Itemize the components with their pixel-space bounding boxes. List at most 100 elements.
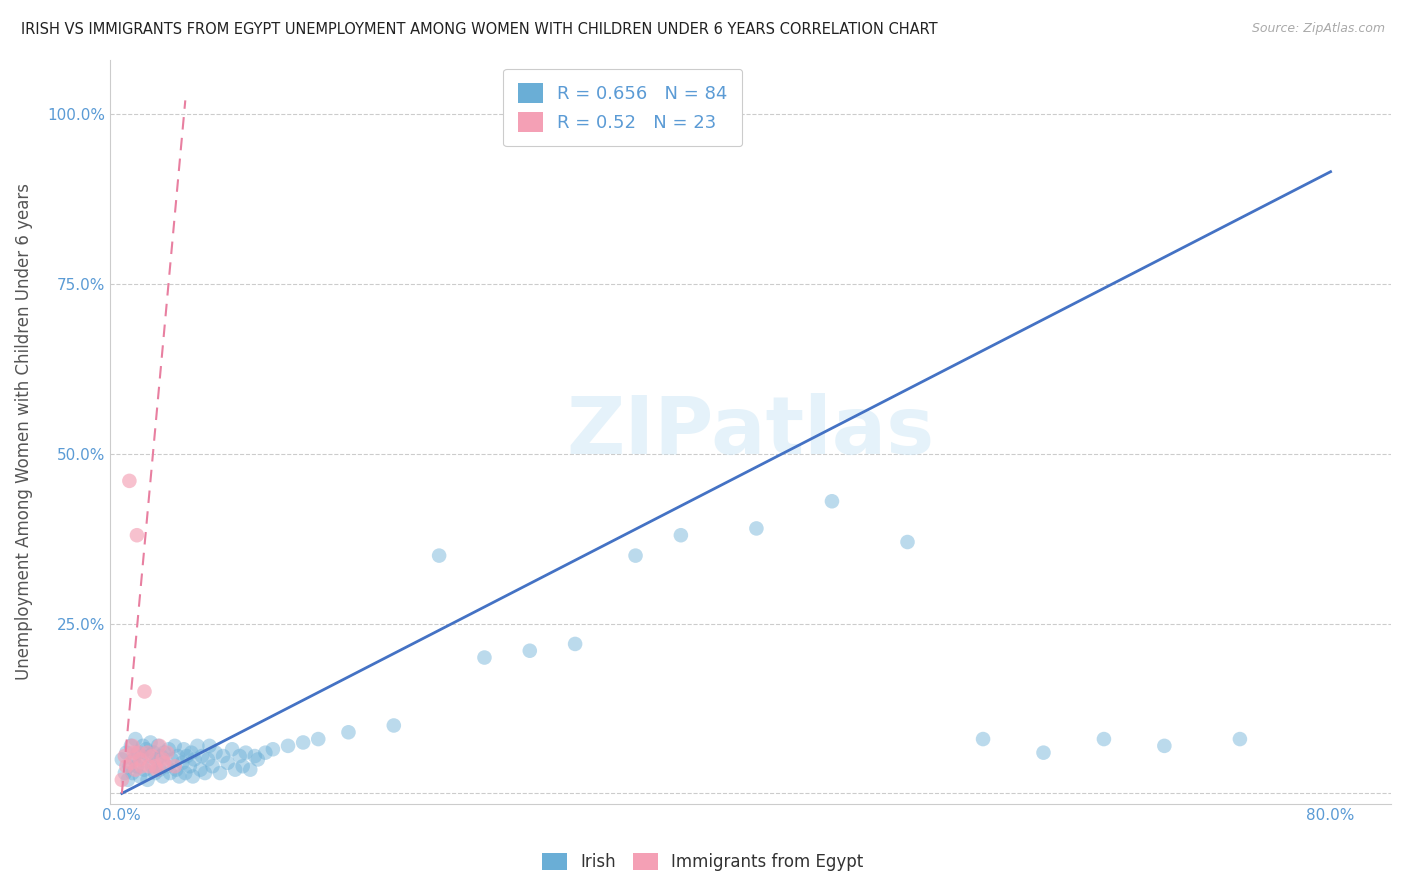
Point: [115, 746, 138, 760]
Legend: Irish, Immigrants from Egypt: Irish, Immigrants from Egypt: [534, 845, 872, 880]
Point: [217, 756, 239, 770]
Point: [163, 739, 186, 753]
Point: [120, 756, 142, 770]
Point: [896, 535, 918, 549]
Y-axis label: Unemployment Among Women with Children Under 6 years: Unemployment Among Women with Children U…: [15, 183, 32, 680]
Point: [194, 766, 217, 780]
Point: [624, 549, 647, 563]
Point: [134, 684, 156, 698]
Point: [239, 763, 262, 777]
Point: [183, 752, 205, 766]
Point: [146, 739, 169, 753]
Point: [1092, 732, 1115, 747]
Point: [564, 637, 586, 651]
Point: [138, 749, 160, 764]
Point: [292, 735, 315, 749]
Point: [198, 739, 221, 753]
Point: [382, 718, 405, 732]
Point: [166, 749, 188, 764]
Point: [262, 742, 284, 756]
Point: [669, 528, 692, 542]
Point: [201, 759, 224, 773]
Point: [243, 749, 266, 764]
Point: [134, 763, 156, 777]
Point: [131, 749, 153, 764]
Point: [1032, 746, 1054, 760]
Point: [224, 763, 246, 777]
Point: [153, 746, 176, 760]
Point: [254, 746, 277, 760]
Point: [172, 756, 194, 770]
Point: [246, 752, 269, 766]
Point: [118, 474, 141, 488]
Point: [1229, 732, 1251, 747]
Point: [176, 749, 198, 764]
Point: [111, 772, 134, 787]
Point: [149, 763, 172, 777]
Point: [180, 746, 202, 760]
Point: [1153, 739, 1175, 753]
Point: [191, 749, 214, 764]
Point: [152, 769, 174, 783]
Point: [142, 746, 165, 760]
Point: [143, 759, 166, 773]
Point: [139, 735, 162, 749]
Point: [149, 739, 172, 753]
Point: [121, 739, 143, 753]
Point: [129, 752, 152, 766]
Point: [745, 521, 768, 535]
Point: [114, 766, 136, 780]
Point: [124, 732, 146, 747]
Point: [221, 742, 243, 756]
Point: [174, 766, 197, 780]
Point: [197, 752, 219, 766]
Point: [228, 749, 250, 764]
Point: [145, 763, 167, 777]
Point: [153, 756, 176, 770]
Legend: R = 0.656   N = 84, R = 0.52   N = 23: R = 0.656 N = 84, R = 0.52 N = 23: [503, 69, 742, 146]
Point: [120, 739, 142, 753]
Point: [145, 752, 167, 766]
Point: [972, 732, 994, 747]
Point: [127, 746, 149, 760]
Point: [156, 759, 179, 773]
Point: [235, 746, 257, 760]
Point: [212, 749, 235, 764]
Point: [129, 769, 152, 783]
Point: [156, 746, 179, 760]
Point: [114, 749, 136, 764]
Point: [136, 772, 159, 787]
Point: [337, 725, 360, 739]
Point: [118, 759, 141, 773]
Point: [131, 759, 153, 773]
Point: [141, 759, 163, 773]
Point: [232, 759, 254, 773]
Point: [111, 752, 134, 766]
Point: [204, 746, 226, 760]
Point: [152, 752, 174, 766]
Point: [519, 644, 541, 658]
Point: [127, 746, 149, 760]
Point: [136, 746, 159, 760]
Point: [821, 494, 844, 508]
Point: [163, 759, 186, 773]
Point: [125, 759, 148, 773]
Point: [121, 766, 143, 780]
Point: [159, 766, 181, 780]
Text: Source: ZipAtlas.com: Source: ZipAtlas.com: [1251, 22, 1385, 36]
Point: [132, 739, 155, 753]
Point: [307, 732, 329, 747]
Point: [135, 742, 157, 756]
Point: [122, 746, 145, 760]
Point: [143, 766, 166, 780]
Point: [173, 742, 195, 756]
Point: [160, 752, 183, 766]
Point: [427, 549, 450, 563]
Point: [474, 650, 496, 665]
Point: [122, 752, 145, 766]
Point: [141, 749, 163, 764]
Point: [125, 528, 148, 542]
Point: [138, 759, 160, 773]
Point: [150, 749, 173, 764]
Point: [190, 763, 212, 777]
